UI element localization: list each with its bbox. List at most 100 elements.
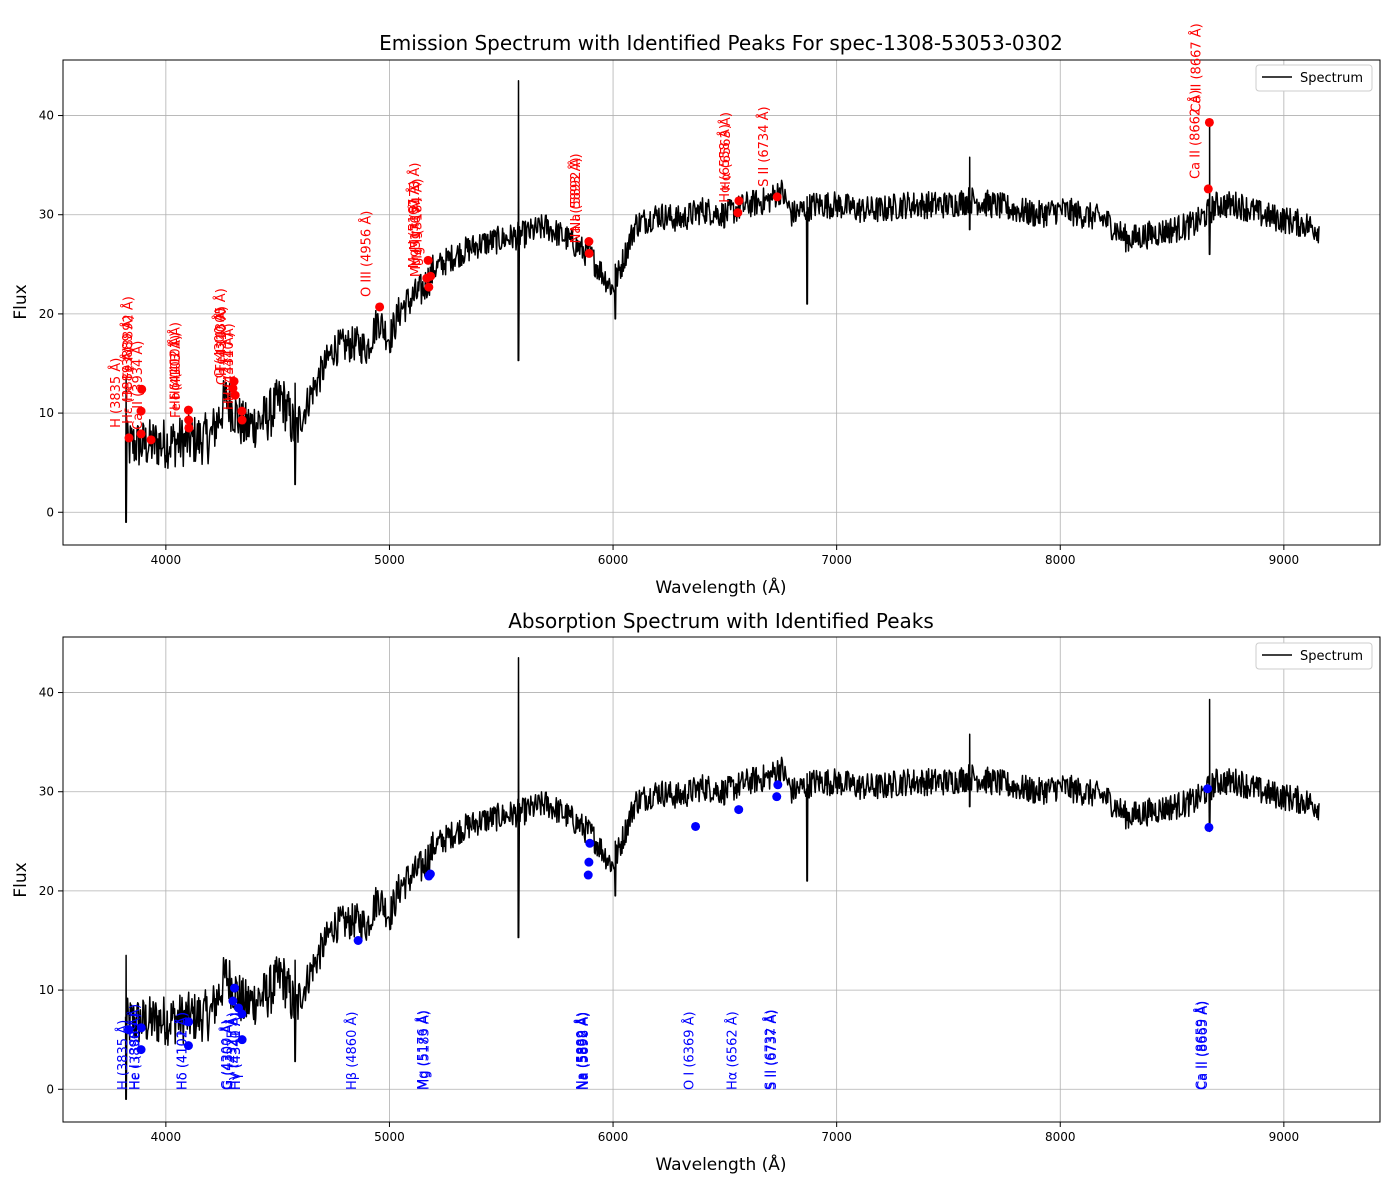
emission-peak-label: Hα (6558 Å) [717, 124, 733, 203]
absorption-plot-area: 4000 5000 6000 7000 8000 9000 0 10 20 30 40 H (3835… [39, 636, 1381, 1144]
absorption-peak-marker [237, 1009, 247, 1019]
emission-y-tick-label: 10 [39, 406, 54, 420]
emission-peak-marker [137, 384, 147, 394]
absorption-legend-box [1255, 642, 1373, 670]
emission-ylabel: Flux [11, 284, 31, 319]
emission-peak-label: Mg I (5173 Å) [407, 163, 423, 251]
emission-xlabel: Wavelength (Å) [655, 576, 786, 598]
absorption-x-tick-label: 9000 [1269, 1130, 1300, 1144]
absorption-peak-label: Hα (6562 Å) [725, 1011, 741, 1090]
absorption-peak-label: Hε (3890 Å) [127, 1013, 143, 1090]
emission-peak-marker [1203, 184, 1213, 194]
absorption-peak-marker [691, 821, 701, 831]
emission-peak-label: G (4300 Å) [212, 308, 228, 378]
absorption-peak-marker [773, 780, 783, 790]
absorption-peak-marker [124, 1025, 134, 1035]
emission-peak-label: S II (6734 Å) [756, 106, 772, 186]
absorption-peak-marker [1204, 822, 1214, 832]
emission-peak-label: Hγ (4341 Å) [221, 332, 237, 410]
absorption-peak-label: Na (5889 Å) [574, 1012, 590, 1090]
emission-peak-label: O III (4956 Å) [359, 211, 375, 297]
emission-x-tick-label: 6000 [598, 553, 629, 567]
absorption-peak-label: Hγ (4340 Å) [228, 1012, 244, 1090]
absorption-peak-label: Hγ (4325 Å) [225, 1012, 241, 1090]
emission-peak-marker [423, 255, 433, 265]
absorption-peak-marker [136, 1045, 146, 1055]
emission-peak-marker [424, 282, 434, 292]
absorption-y-tick-label: 20 [39, 884, 54, 898]
absorption-xlabel: Wavelength (Å) [655, 1153, 786, 1175]
absorption-peak-label: Ca II (8665 Å) [1195, 1001, 1211, 1090]
emission-peak-label: Hδ (4102 Å) [168, 332, 184, 410]
absorption-peak-label: G (4307 Å) [221, 1020, 237, 1090]
emission-x-tick-label: 4000 [151, 553, 182, 567]
absorption-peak-marker [585, 838, 595, 848]
absorption-peak-marker [136, 1023, 146, 1033]
emission-peak-label: Mg I (5184 Å) [410, 178, 426, 266]
absorption-panel: 4000 5000 6000 7000 8000 9000 0 10 20 30 40 H (3835… [11, 609, 1381, 1175]
absorption-spectrum-line [124, 657, 1320, 1100]
emission-peak-marker [426, 271, 436, 281]
absorption-x-tick-label: 4000 [151, 1130, 182, 1144]
absorption-peak-label: Ca II (8659 Å) [1194, 1001, 1210, 1090]
emission-peak-label: Ca II (8667 Å) [1188, 23, 1204, 112]
emission-panel: 4000 5000 6000 7000 8000 9000 0 10 20 30 40 H (3835… [11, 23, 1381, 598]
absorption-legend: Spectrum [1255, 642, 1373, 670]
emission-title: Emission Spectrum with Identified Peaks … [379, 31, 1063, 55]
absorption-y-tick-label: 0 [46, 1082, 54, 1096]
emission-peak-label: Mg I (5167 Å) [406, 180, 422, 268]
emission-peak-marker [184, 423, 194, 433]
absorption-peak-label: O I (6369 Å) [682, 1011, 698, 1090]
emission-peak-marker [1204, 117, 1214, 127]
emission-peak-marker [229, 376, 239, 386]
emission-peak-marker [237, 415, 247, 425]
absorption-peak-marker [425, 869, 435, 879]
emission-peak-marker [734, 196, 744, 206]
emission-peak-marker [772, 192, 782, 202]
emission-peak-label: Na (5892 Å) [568, 153, 584, 231]
emission-peak-label: Ca II (3934 Å) [130, 341, 146, 430]
emission-plot-area: 4000 5000 6000 7000 8000 9000 0 10 20 30 40 H (3835… [39, 23, 1381, 567]
emission-legend-label: Spectrum [1300, 71, 1363, 86]
emission-x-tick-label: 5000 [374, 553, 405, 567]
emission-peak-label: Ca II (8662 Å) [1187, 90, 1203, 179]
emission-peak-marker [584, 248, 594, 258]
absorption-peak-label: S II (6732 Å) [763, 1010, 779, 1090]
absorption-peak-label: G (4300 Å) [219, 1020, 235, 1090]
absorption-peak-marker [734, 805, 744, 815]
emission-x-tick-label: 7000 [821, 553, 852, 567]
absorption-peak-label: Hδ (4102 Å) [175, 1012, 191, 1090]
absorption-x-tick-label: 5000 [374, 1130, 405, 1144]
absorption-x-tick-label: 7000 [821, 1130, 852, 1144]
emission-peak-label: Hδ (4101 Å) [167, 322, 183, 400]
absorption-peak-marker [228, 996, 238, 1006]
emission-peak-marker [146, 435, 156, 445]
emission-peak-marker [124, 433, 134, 443]
emission-peak-marker [228, 383, 238, 393]
absorption-ylabel: Flux [11, 862, 31, 897]
absorption-peak-label: H (3835 Å) [115, 1020, 131, 1090]
absorption-peak-marker [772, 792, 782, 802]
emission-peak-label: Mg (5176 Å) [408, 197, 424, 277]
emission-x-tick-label: 9000 [1269, 553, 1300, 567]
emission-peak-label: Fe I (3892 Å) [121, 296, 137, 379]
emission-peak-marker [584, 237, 594, 247]
absorption-peak-marker [1203, 784, 1213, 794]
emission-peak-label: Hε (3889 Å) [120, 347, 136, 424]
emission-peak-label: He I (3889 Å) [120, 315, 136, 401]
emission-peak-marker [230, 390, 240, 400]
emission-x-tick-label: 8000 [1045, 553, 1076, 567]
emission-peak-label: Na I (5893 Å) [568, 157, 584, 243]
absorption-y-tick-label: 30 [39, 785, 54, 799]
emission-peak-marker [237, 406, 247, 416]
absorption-peak-label: Hβ (4860 Å) [344, 1012, 360, 1090]
absorption-peak-label: Mg (5176 Å) [415, 1010, 431, 1090]
absorption-peak-label: Hγ (4341 Å) [228, 1012, 244, 1090]
emission-legend-box [1255, 64, 1373, 92]
emission-peak-marker [136, 429, 146, 439]
absorption-peak-label: Na (5892 Å) [575, 1012, 591, 1090]
emission-y-tick-label: 40 [39, 109, 54, 123]
absorption-peak-label: S II (6737 Å) [764, 1010, 780, 1090]
absorption-axes-frame [62, 636, 1381, 1123]
absorption-title: Absorption Spectrum with Identified Peak… [508, 609, 934, 633]
